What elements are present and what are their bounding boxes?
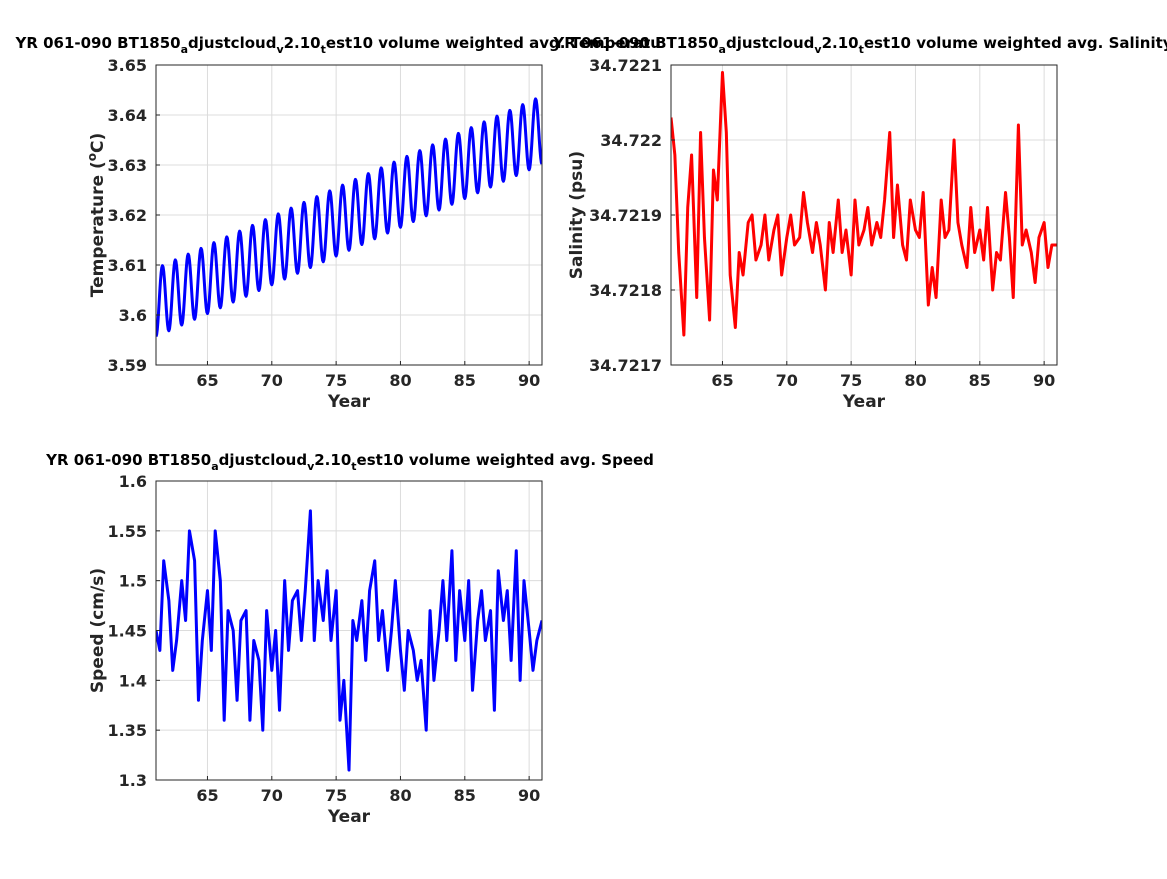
x-axis-label: Year <box>327 807 371 827</box>
x-tick-label: 80 <box>904 371 926 390</box>
y-tick-label: 3.61 <box>108 256 147 275</box>
y-tick-label: 3.62 <box>108 206 147 225</box>
y-tick-label: 1.4 <box>119 671 147 690</box>
y-tick-label: 34.7217 <box>589 356 662 375</box>
x-tick-label: 90 <box>1033 371 1055 390</box>
series-line <box>156 97 542 337</box>
y-axis-label: Temperature (oC) <box>85 133 108 297</box>
x-tick-label: 75 <box>325 786 347 805</box>
y-tick-label: 1.3 <box>119 771 147 790</box>
x-tick-label: 65 <box>196 786 218 805</box>
x-tick-label: 80 <box>389 371 411 390</box>
chart-title-group: YR 061-090 BT1850adjustcloudv2.10test10 … <box>45 451 654 473</box>
y-tick-label: 1.35 <box>108 721 147 740</box>
chart-title: YR 061-090 BT1850adjustcloudv2.10test10 … <box>552 34 1167 56</box>
chart-panel-2: 65 70 75 80 85 90 34.7217 34.7218 34.7219 34.722 3… <box>552 34 1167 412</box>
chart-title: YR 061-090 BT1850adjustcloudv2.10test10 … <box>45 451 654 473</box>
y-axis-label: Salinity (psu) <box>567 151 587 279</box>
x-tick-label: 85 <box>969 371 991 390</box>
x-tick-label: 70 <box>261 786 283 805</box>
y-tick-label: 1.55 <box>108 522 147 541</box>
y-tick-label: 3.63 <box>108 156 147 175</box>
y-tick-label: 1.6 <box>119 472 147 491</box>
chart-panel-3: 65 70 75 80 85 90 1.3 1.35 1.4 1.45 1.5 1.55 1.6 Year… <box>45 451 654 827</box>
x-tick-label: 65 <box>196 371 218 390</box>
x-tick-label: 65 <box>711 371 733 390</box>
y-tick-label: 3.6 <box>119 306 147 325</box>
chart-panel-1: 65 70 75 80 85 903.593.63.613.623.633.643.65Y… <box>14 34 678 412</box>
x-tick-label: 75 <box>840 371 862 390</box>
y-tick-label: 34.7221 <box>589 56 662 75</box>
x-tick-label: 75 <box>325 371 347 390</box>
x-tick-label: 70 <box>776 371 798 390</box>
chart-title: YR 061-090 BT1850adjustcloudv2.10test10 … <box>14 34 678 56</box>
x-tick-label: 70 <box>261 371 283 390</box>
y-tick-label: 3.64 <box>108 106 147 125</box>
y-tick-label: 1.45 <box>108 622 147 641</box>
y-tick-label: 34.7219 <box>589 206 662 225</box>
x-axis-label: Year <box>842 392 886 412</box>
y-tick-label: 3.59 <box>108 356 147 375</box>
x-tick-label: 85 <box>454 786 476 805</box>
x-axis-label: Year <box>327 392 371 412</box>
y-tick-label: 34.722 <box>600 131 662 150</box>
chart-title-group: YR 061-090 BT1850adjustcloudv2.10test10 … <box>552 34 1167 56</box>
x-tick-label: 90 <box>518 786 540 805</box>
y-tick-label: 3.65 <box>108 56 147 75</box>
y-axis-label: Speed (cm/s) <box>88 568 108 693</box>
series-line <box>156 509 542 772</box>
x-tick-label: 80 <box>389 786 411 805</box>
x-tick-label: 90 <box>518 371 540 390</box>
y-tick-label: 1.5 <box>119 572 147 591</box>
series-line <box>671 71 1057 337</box>
y-tick-label: 34.7218 <box>589 281 662 300</box>
chart-title-group: YR 061-090 BT1850adjustcloudv2.10test10 … <box>14 34 678 56</box>
x-tick-label: 85 <box>454 371 476 390</box>
